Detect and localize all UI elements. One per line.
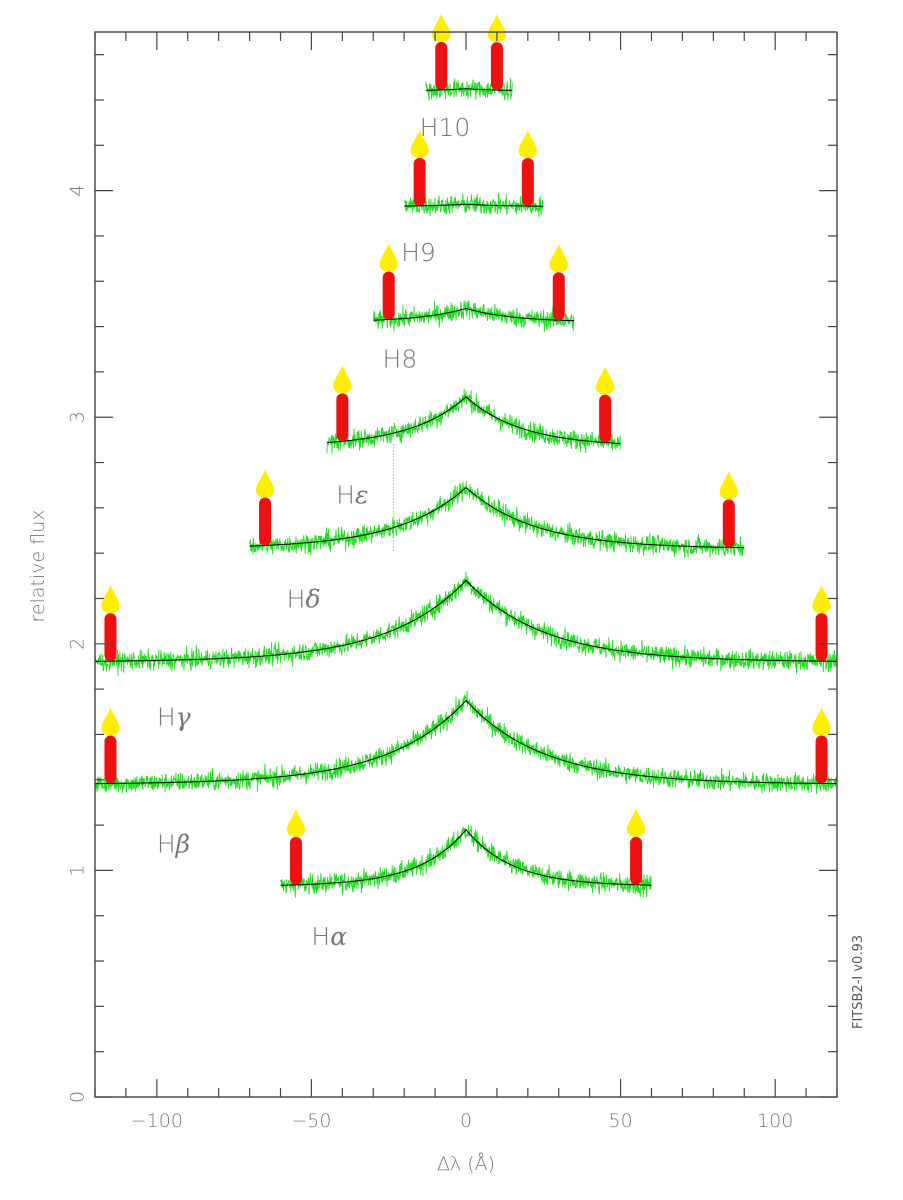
observed-spectrum-4 <box>326 389 621 454</box>
candle-icon <box>812 585 831 662</box>
series-label-3: Hδ <box>287 585 321 614</box>
candle-icon <box>487 14 507 91</box>
candle-icon <box>626 808 646 885</box>
model-fit-3 <box>249 486 745 549</box>
series-label-layer: Hα Hβ Hγ Hδ Hε H8 H9 H10 <box>157 113 470 951</box>
candle-icon <box>101 707 120 784</box>
y-axis-title: relative flux <box>27 510 49 623</box>
x-axis-title: Δλ (Å) <box>437 1152 495 1175</box>
observed-spectrum-3 <box>249 481 745 559</box>
x-tick-label: −100 <box>131 1110 183 1132</box>
model-fit-4 <box>326 396 621 445</box>
series-label-0: Hα <box>311 922 347 951</box>
x-tick-label: 50 <box>608 1110 632 1132</box>
y-tick-label: 1 <box>67 864 89 876</box>
model-fit-2 <box>95 579 837 662</box>
version-label: FITSB2-I v0.93 <box>851 935 866 1029</box>
y-tick-label: 4 <box>67 185 89 197</box>
model-fit-0 <box>280 828 652 886</box>
candle-icon <box>255 469 275 546</box>
x-tick-label: −50 <box>291 1110 331 1132</box>
candle-icon <box>101 585 120 662</box>
candle-icon <box>812 707 831 784</box>
candle-icon <box>549 244 568 321</box>
candle-icon <box>432 13 451 90</box>
observed-spectrum-0 <box>280 824 652 898</box>
model-fit-6 <box>404 203 544 207</box>
y-tick-label: 3 <box>67 411 89 423</box>
candle-icon <box>410 129 429 206</box>
series-label-4: Hε <box>336 480 368 509</box>
observed-spectrum-5 <box>372 300 575 332</box>
tick-layer: −100 −50 0 50 100 0 1 2 3 4 <box>67 32 838 1132</box>
candle-icon <box>719 471 738 548</box>
data-layer <box>94 78 838 898</box>
x-tick-label: 0 <box>460 1110 472 1132</box>
series-label-7: H10 <box>420 113 471 142</box>
series-label-5: H8 <box>383 344 418 373</box>
model-fit-5 <box>373 307 575 322</box>
candle-icon <box>518 130 537 207</box>
observed-spectrum-1 <box>94 690 838 794</box>
candle-layer <box>101 13 831 885</box>
candle-icon <box>286 808 306 885</box>
x-tick-label: 100 <box>757 1110 793 1132</box>
y-tick-label: 0 <box>67 1091 89 1103</box>
axes <box>94 31 838 1098</box>
y-tick-label: 2 <box>67 638 89 650</box>
model-fit-1 <box>95 699 837 785</box>
candle-icon <box>333 365 352 442</box>
series-label-6: H9 <box>401 238 436 267</box>
plot-frame <box>94 31 838 1098</box>
candle-icon <box>379 243 398 320</box>
series-label-1: Hβ <box>157 829 190 858</box>
series-label-2: Hγ <box>157 702 191 731</box>
candle-icon <box>596 366 615 443</box>
observed-spectrum-2 <box>94 571 838 676</box>
model-fit-7 <box>425 88 513 91</box>
